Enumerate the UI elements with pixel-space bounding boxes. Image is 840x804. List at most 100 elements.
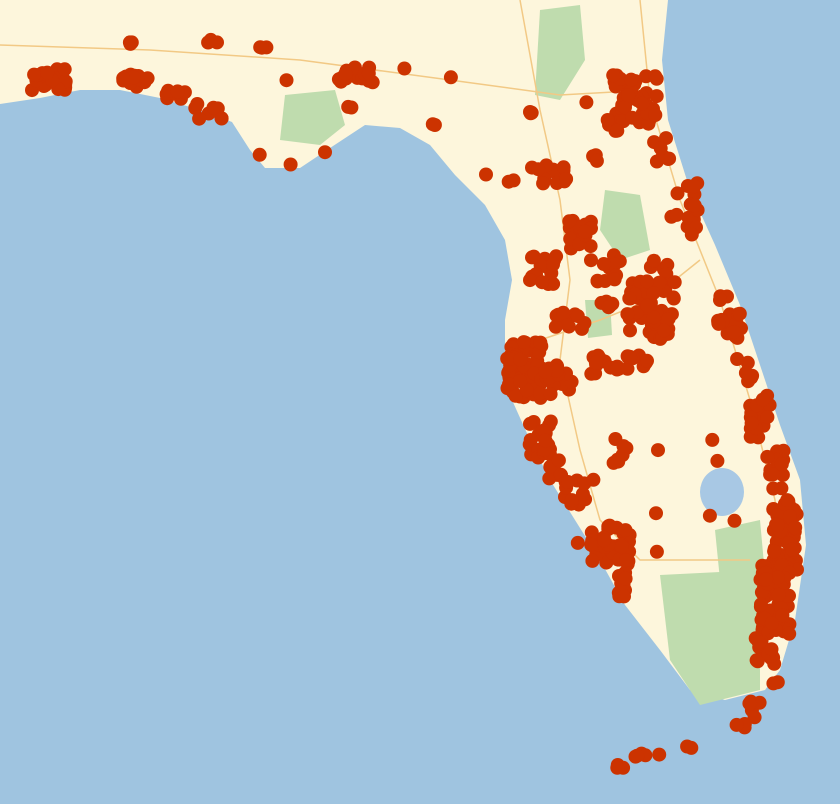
circle-marker[interactable]	[508, 388, 523, 403]
circle-marker[interactable]	[614, 539, 629, 554]
circle-marker[interactable]	[584, 537, 599, 552]
circle-marker[interactable]	[546, 257, 560, 272]
circle-marker[interactable]	[767, 544, 782, 559]
circle-marker[interactable]	[586, 472, 601, 487]
circle-marker[interactable]	[625, 110, 640, 125]
circle-marker[interactable]	[765, 467, 780, 482]
circle-marker[interactable]	[318, 145, 332, 160]
circle-marker[interactable]	[524, 105, 539, 120]
circle-marker[interactable]	[730, 352, 745, 366]
circle-marker[interactable]	[283, 157, 298, 172]
circle-marker[interactable]	[425, 117, 440, 132]
circle-marker[interactable]	[535, 275, 550, 290]
circle-marker[interactable]	[610, 760, 625, 775]
circle-marker[interactable]	[40, 65, 55, 80]
circle-marker[interactable]	[559, 172, 574, 186]
circle-marker[interactable]	[607, 257, 622, 272]
circle-marker[interactable]	[57, 62, 72, 77]
circle-marker[interactable]	[596, 257, 611, 271]
circle-marker[interactable]	[126, 70, 141, 85]
circle-marker[interactable]	[775, 608, 790, 623]
circle-marker[interactable]	[513, 374, 528, 389]
circle-marker[interactable]	[561, 475, 575, 489]
circle-marker[interactable]	[649, 506, 663, 521]
circle-marker[interactable]	[687, 179, 702, 194]
circle-marker[interactable]	[727, 513, 742, 528]
circle-marker[interactable]	[252, 147, 267, 162]
circle-marker[interactable]	[536, 176, 551, 191]
circle-marker[interactable]	[549, 363, 564, 378]
circle-marker[interactable]	[606, 68, 621, 83]
circle-marker[interactable]	[649, 89, 664, 104]
circle-marker[interactable]	[190, 97, 205, 111]
circle-marker[interactable]	[562, 214, 577, 229]
circle-marker[interactable]	[623, 323, 637, 338]
circle-marker[interactable]	[621, 88, 636, 103]
circle-marker[interactable]	[713, 293, 727, 307]
circle-marker[interactable]	[760, 410, 775, 425]
circle-marker[interactable]	[669, 207, 684, 222]
circle-marker[interactable]	[618, 100, 632, 115]
circle-marker[interactable]	[361, 66, 376, 81]
circle-marker[interactable]	[670, 186, 685, 201]
circle-marker[interactable]	[684, 740, 699, 755]
circle-marker[interactable]	[666, 291, 681, 306]
circle-marker[interactable]	[584, 253, 598, 268]
circle-marker[interactable]	[618, 571, 633, 586]
circle-marker[interactable]	[770, 518, 785, 533]
circle-marker[interactable]	[623, 349, 638, 364]
circle-marker[interactable]	[646, 286, 661, 301]
circle-marker[interactable]	[754, 597, 768, 612]
circle-marker[interactable]	[652, 275, 667, 290]
circle-marker[interactable]	[727, 325, 742, 340]
circle-marker[interactable]	[588, 366, 603, 381]
circle-marker[interactable]	[780, 493, 795, 508]
circle-marker[interactable]	[479, 167, 493, 182]
circle-marker[interactable]	[782, 626, 797, 641]
circle-marker[interactable]	[616, 439, 631, 454]
circle-marker[interactable]	[618, 523, 633, 538]
circle-marker[interactable]	[705, 432, 720, 447]
circle-marker[interactable]	[206, 100, 221, 115]
circle-marker[interactable]	[533, 386, 547, 401]
circle-marker[interactable]	[538, 364, 553, 379]
circle-marker[interactable]	[624, 72, 639, 87]
circle-marker[interactable]	[124, 35, 139, 50]
circle-marker[interactable]	[543, 387, 558, 402]
circle-marker[interactable]	[771, 587, 786, 602]
circle-marker[interactable]	[116, 71, 131, 86]
circle-marker[interactable]	[646, 253, 661, 268]
circle-marker[interactable]	[661, 312, 676, 327]
circle-marker[interactable]	[775, 467, 790, 482]
circle-marker[interactable]	[785, 542, 800, 557]
circle-marker[interactable]	[744, 416, 759, 431]
circle-marker[interactable]	[602, 519, 617, 534]
circle-marker[interactable]	[788, 520, 803, 535]
circle-marker[interactable]	[583, 239, 598, 254]
circle-marker[interactable]	[738, 365, 753, 380]
circle-marker[interactable]	[27, 67, 42, 82]
circle-marker[interactable]	[774, 457, 789, 472]
circle-marker[interactable]	[619, 553, 633, 568]
circle-marker[interactable]	[443, 70, 458, 85]
circle-marker[interactable]	[601, 300, 616, 314]
circle-marker[interactable]	[600, 113, 615, 127]
circle-marker[interactable]	[620, 307, 635, 322]
circle-marker[interactable]	[170, 84, 185, 99]
circle-marker[interactable]	[542, 471, 557, 486]
circle-marker[interactable]	[657, 323, 671, 338]
circle-marker[interactable]	[538, 433, 553, 448]
circle-marker[interactable]	[523, 433, 538, 447]
circle-marker[interactable]	[648, 108, 663, 122]
circle-marker[interactable]	[702, 508, 717, 523]
circle-marker[interactable]	[649, 71, 664, 86]
circle-marker[interactable]	[516, 335, 531, 350]
circle-marker[interactable]	[653, 141, 668, 156]
circle-marker[interactable]	[533, 335, 548, 350]
circle-marker[interactable]	[764, 616, 779, 631]
circle-marker[interactable]	[606, 455, 621, 470]
circle-marker[interactable]	[577, 224, 592, 239]
circle-marker[interactable]	[575, 486, 590, 501]
circle-marker[interactable]	[732, 306, 747, 321]
circle-marker[interactable]	[556, 305, 571, 320]
